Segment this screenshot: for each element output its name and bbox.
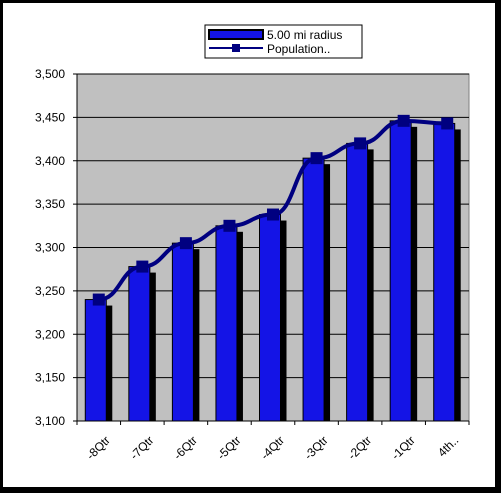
bar — [433, 122, 456, 422]
bar — [215, 225, 238, 422]
x-tick-label: 4th.. — [435, 433, 461, 459]
y-tick-label: 3,450 — [35, 110, 65, 124]
legend-line-marker — [232, 44, 240, 52]
x-tick-label: -7Qtr — [127, 433, 156, 462]
x-tick-label: -2Qtr — [345, 433, 374, 462]
y-tick-label: 3,100 — [35, 414, 65, 428]
line-marker — [136, 260, 149, 273]
chart: 3,100 3,150 3,200 3,250 3,300 3,350 3,400 3,450… — [35, 24, 470, 462]
y-tick-label: 3,500 — [35, 67, 65, 81]
x-tick-label: -1Qtr — [389, 433, 418, 462]
bar — [128, 266, 151, 422]
line-marker — [92, 293, 105, 306]
x-axis-ticks: -8Qtr -7Qtr -6Qtr -5Qtr -4Qtr -3Qtr -2Qtr -1Qtr… — [76, 420, 470, 462]
bar — [302, 157, 325, 422]
x-tick-label: -4Qtr — [258, 433, 287, 462]
y-tick-label: 3,350 — [35, 197, 65, 211]
x-tick-label: -3Qtr — [301, 433, 330, 462]
bar — [259, 214, 281, 422]
population-line — [92, 114, 454, 306]
x-tick-label: -5Qtr — [214, 433, 243, 462]
bar — [346, 142, 369, 422]
legend-box — [204, 24, 363, 59]
line-marker — [179, 237, 192, 250]
bar — [389, 120, 412, 422]
y-tick-label: 3,400 — [35, 154, 65, 168]
line-marker — [223, 219, 236, 232]
y-tick-label: 3,200 — [35, 327, 65, 341]
legend-bar-swatch — [208, 29, 264, 40]
bar — [84, 299, 107, 422]
line-marker — [441, 117, 454, 130]
line-marker — [267, 208, 279, 221]
x-tick-label: -8Qtr — [84, 433, 113, 462]
line-marker — [354, 137, 367, 150]
legend: 5.00 mi radius Population.. — [204, 24, 363, 59]
legend-line-label: Population.. — [267, 42, 330, 56]
line-marker — [397, 114, 410, 127]
y-axis-ticks: 3,100 3,150 3,200 3,250 3,300 3,350 3,400 3,450… — [35, 67, 78, 428]
legend-bar-label: 5.00 mi radius — [267, 28, 342, 42]
y-tick-label: 3,300 — [35, 241, 65, 255]
line-marker — [310, 152, 323, 165]
bars — [84, 120, 461, 422]
y-tick-label: 3,250 — [35, 284, 65, 298]
x-tick-label: -6Qtr — [171, 433, 200, 462]
y-tick-label: 3,150 — [35, 371, 65, 385]
bar — [171, 242, 194, 422]
